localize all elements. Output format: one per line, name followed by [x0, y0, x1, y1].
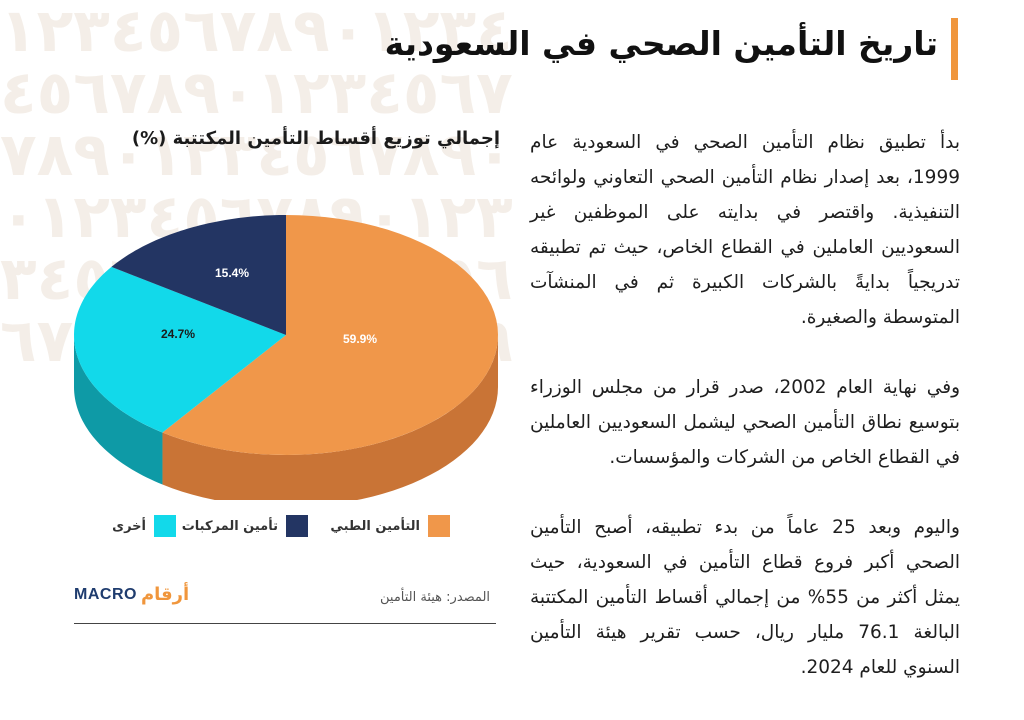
page-title: تاريخ التأمين الصحي في السعودية: [384, 24, 938, 63]
legend-swatch-medical: [428, 515, 450, 537]
legend-label-other: أخرى: [112, 518, 146, 534]
legend-label-motor: تأمين المركبات: [181, 518, 278, 534]
chart-title: إجمالي توزيع أقساط التأمين المكتتبة (%): [131, 128, 500, 149]
article-body: بدأ تطبيق نظام التأمين الصحي في السعودية…: [530, 125, 960, 720]
pie-chart: 59.9% 24.7% 15.4%: [74, 215, 498, 500]
chart-legend: التأمين الطبي تأمين المركبات أخرى: [110, 515, 490, 545]
legend-swatch-motor: [286, 515, 308, 537]
pie-label-other: 24.7%: [161, 327, 195, 341]
pie-side-medical: [162, 335, 498, 500]
brand-logo: MACRO أرقام: [74, 584, 189, 605]
pie-slice-motor: [111, 215, 286, 335]
pie-label-motor: 15.4%: [215, 266, 249, 280]
pie-label-medical: 59.9%: [343, 332, 377, 346]
title-accent-bar: [951, 18, 958, 80]
legend-item-motor: تأمين المركبات: [182, 515, 308, 537]
chart-source: المصدر: هيئة التأمين: [380, 590, 491, 605]
logo-latin-text: MACRO: [74, 585, 137, 603]
legend-label-medical: التأمين الطبي: [330, 518, 420, 534]
legend-swatch-other: [154, 515, 176, 537]
logo-arabic-text: أرقام: [140, 584, 190, 605]
pie-slice-medical: [162, 215, 498, 455]
footer-divider: [74, 623, 496, 624]
paragraph-3: واليوم وبعد 25 عاماً من بدء تطبيقه، أصبح…: [530, 517, 960, 678]
legend-item-medical: التأمين الطبي: [330, 515, 450, 537]
paragraph-1: بدأ تطبيق نظام التأمين الصحي في السعودية…: [530, 132, 960, 328]
pie-slice-other: [74, 266, 286, 433]
pie-side-other: [74, 335, 163, 485]
legend-item-other: أخرى: [112, 515, 176, 537]
paragraph-2: وفي نهاية العام 2002، صدر قرار من مجلس ا…: [530, 377, 961, 468]
